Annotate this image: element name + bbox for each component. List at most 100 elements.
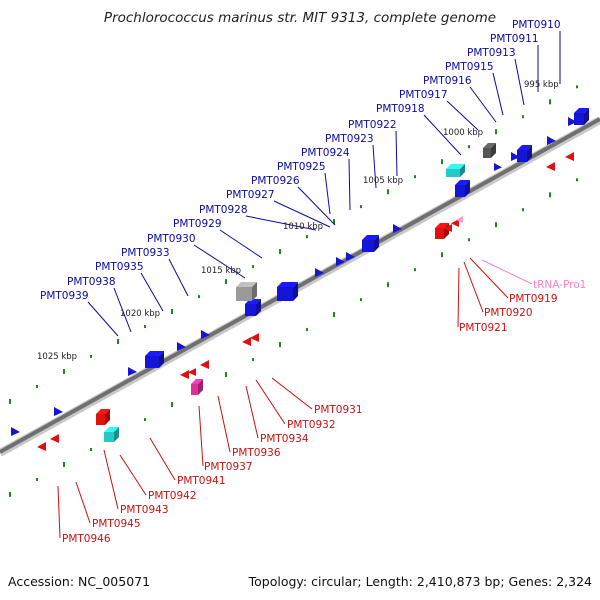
gene-label-pmt0916[interactable]: PMT0916 [423, 75, 472, 87]
pseudogene-box-top [236, 282, 257, 287]
gene-label-pmt0919[interactable]: PMT0919 [509, 293, 558, 305]
upper-track-tick [495, 129, 497, 135]
gene-label-pmt0921[interactable]: PMT0921 [459, 322, 508, 334]
gene-label-pmt0942[interactable]: PMT0942 [148, 490, 197, 502]
reverse-leader-line [198, 405, 204, 467]
gene-label-trna-pro1[interactable]: tRNA-Pro1 [533, 279, 586, 291]
forward-gene-box [517, 145, 532, 162]
gene-label-pmt0941[interactable]: PMT0941 [177, 475, 226, 487]
gene-label-pmt0930[interactable]: PMT0930 [147, 233, 196, 245]
forward-gene-box-top [145, 351, 164, 356]
forward-gene-box-side [584, 108, 589, 125]
forward-gene-box [574, 108, 589, 125]
forward-gene-arrow [201, 330, 210, 339]
gene-label-pmt0928[interactable]: PMT0928 [199, 204, 248, 216]
forward-leader-line [469, 86, 497, 123]
forward-leader-line [245, 215, 317, 231]
gene-label-pmt0915[interactable]: PMT0915 [445, 61, 494, 73]
forward-gene-box-face [277, 287, 293, 301]
gene-label-pmt0925[interactable]: PMT0925 [277, 161, 326, 173]
scale-label-1010: 1010 kbp [283, 222, 323, 232]
gene-label-pmt0910[interactable]: PMT0910 [512, 19, 561, 31]
gene-label-pmt0923[interactable]: PMT0923 [325, 133, 374, 145]
gene-label-pmt0927[interactable]: PMT0927 [226, 189, 275, 201]
rna-feature-box-face [446, 169, 460, 177]
reverse-gene-labels: PMT0919 PMT0920 PMT0921 PMT0931 PMT0932 … [62, 293, 558, 545]
gene-label-pmt0933[interactable]: PMT0933 [121, 247, 170, 259]
reverse-leader-line [271, 377, 313, 410]
forward-gene-box-face [362, 240, 374, 252]
reverse-gene-arrow [242, 337, 251, 346]
rna-feature-box-top [191, 379, 203, 384]
reverse-leader-line [469, 257, 509, 299]
gene-label-pmt0913[interactable]: PMT0913 [467, 47, 516, 59]
genome-backbone [0, 116, 600, 457]
reverse-gene-arrow [250, 333, 259, 342]
gene-label-pmt0922[interactable]: PMT0922 [348, 119, 397, 131]
forward-gene-arrow [568, 117, 577, 126]
gene-label-pmt0946[interactable]: PMT0946 [62, 533, 111, 545]
forward-leader-line [87, 301, 119, 337]
gene-label-pmt0911[interactable]: PMT0911 [490, 33, 539, 45]
gene-label-pmt0945[interactable]: PMT0945 [92, 518, 141, 530]
forward-gene-arrow [494, 163, 502, 171]
reverse-leader-line [119, 454, 147, 496]
pseudogene-box-face [483, 148, 491, 158]
lower-track-tick [90, 448, 92, 451]
rna-feature-box [191, 379, 203, 395]
lower-track-tick [441, 252, 443, 258]
forward-leader-line [324, 172, 331, 215]
forward-gene-box-face [455, 185, 465, 197]
genome-summary-text: Topology: circular; Length: 2,410,873 bp… [248, 574, 592, 589]
forward-gene-arrow [511, 152, 520, 161]
upper-track-tick [522, 115, 524, 119]
gene-label-pmt0917[interactable]: PMT0917 [399, 89, 448, 101]
lower-track-tick [360, 298, 362, 302]
pseudogene-box-side [491, 143, 496, 158]
lower-track-tick [36, 478, 38, 481]
lower-track-tick [252, 358, 254, 362]
gene-label-pmt0937[interactable]: PMT0937 [204, 461, 253, 473]
upper-track-tick [441, 159, 443, 165]
gene-label-pmt0929[interactable]: PMT0929 [173, 218, 222, 230]
gene-label-pmt0918[interactable]: PMT0918 [376, 103, 425, 115]
forward-gene-box-side [374, 235, 379, 252]
gene-label-pmt0939[interactable]: PMT0939 [40, 290, 89, 302]
forward-gene-arrow [315, 268, 324, 277]
lower-track-tick [522, 208, 524, 212]
forward-gene-box-side [256, 299, 261, 316]
rna-feature-box-side [460, 164, 465, 177]
gene-label-pmt0935[interactable]: PMT0935 [95, 261, 144, 273]
reverse-gene-arrow [188, 368, 196, 376]
lower-track-tick [414, 268, 416, 272]
gene-label-pmt0934[interactable]: PMT0934 [260, 433, 309, 445]
rna-leader-line [481, 259, 533, 285]
gene-label-pmt0936[interactable]: PMT0936 [232, 447, 281, 459]
reverse-leader-line [463, 261, 484, 313]
gene-label-pmt0938[interactable]: PMT0938 [67, 276, 116, 288]
gene-label-pmt0932[interactable]: PMT0932 [287, 419, 336, 431]
forward-leader-line [395, 130, 398, 177]
reverse-gene-arrow [50, 434, 59, 443]
upper-track-tick [171, 309, 173, 314]
gene-label-pmt0926[interactable]: PMT0926 [251, 175, 300, 187]
gene-label-pmt0931[interactable]: PMT0931 [314, 404, 363, 416]
gene-label-pmt0920[interactable]: PMT0920 [484, 307, 533, 319]
accession-text: Accession: NC_005071 [8, 574, 150, 589]
upper-track-tick [9, 398, 11, 404]
gene-label-pmt0924[interactable]: PMT0924 [301, 147, 350, 159]
lower-track-tick [387, 282, 389, 288]
reverse-gene-box-top [96, 409, 110, 414]
lower-track-tick [9, 491, 11, 497]
gene-label-pmt0943[interactable]: PMT0943 [120, 504, 169, 516]
rna-feature-box-face [191, 384, 198, 395]
upper-track-tick [198, 295, 200, 299]
lower-track-tick [225, 372, 227, 378]
reverse-gene-arrow [444, 224, 452, 232]
lower-track-tick [144, 418, 146, 421]
label-leader-lines [57, 31, 561, 539]
lower-track-tick [495, 222, 497, 228]
upper-track-tick [63, 369, 65, 374]
forward-leader-line [140, 272, 164, 312]
